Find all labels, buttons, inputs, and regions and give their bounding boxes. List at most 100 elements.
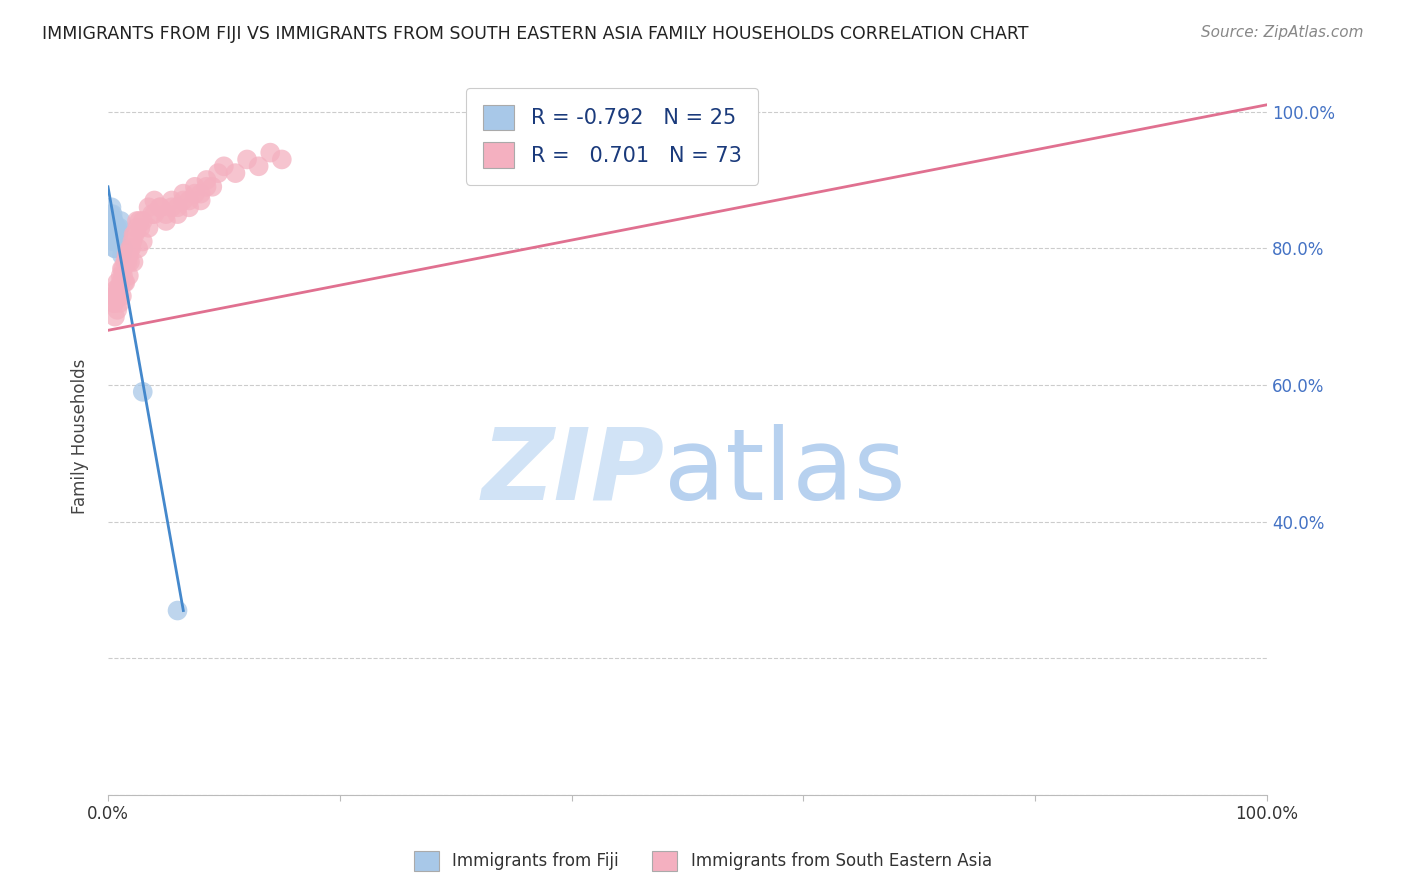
Point — [105, 282, 128, 296]
Point — [104, 310, 127, 324]
Point — [112, 241, 135, 255]
Point — [98, 214, 121, 228]
Point — [125, 214, 148, 228]
Point — [105, 276, 128, 290]
Point — [112, 268, 135, 283]
Point — [207, 166, 229, 180]
Point — [107, 282, 129, 296]
Point — [132, 235, 155, 249]
Point — [101, 227, 124, 242]
Point — [184, 186, 207, 201]
Point — [132, 384, 155, 399]
Point — [127, 241, 149, 255]
Point — [270, 153, 292, 167]
Point — [110, 214, 132, 228]
Point — [117, 255, 139, 269]
Point — [101, 207, 124, 221]
Point — [143, 194, 166, 208]
Point — [114, 255, 136, 269]
Point — [190, 194, 212, 208]
Text: atlas: atlas — [664, 424, 905, 521]
Point — [111, 248, 134, 262]
Point — [179, 194, 201, 208]
Point — [117, 248, 139, 262]
Point — [110, 276, 132, 290]
Point — [103, 296, 125, 310]
Point — [149, 200, 172, 214]
Point — [259, 145, 281, 160]
Legend: Immigrants from Fiji, Immigrants from South Eastern Asia: Immigrants from Fiji, Immigrants from So… — [406, 842, 1000, 880]
Point — [108, 289, 131, 303]
Y-axis label: Family Households: Family Households — [72, 359, 89, 514]
Point — [101, 289, 124, 303]
Point — [128, 214, 150, 228]
Point — [160, 194, 183, 208]
Point — [103, 296, 125, 310]
Point — [104, 241, 127, 255]
Point — [121, 235, 143, 249]
Point — [141, 207, 163, 221]
Point — [166, 603, 188, 617]
Point — [212, 159, 235, 173]
Point — [110, 268, 132, 283]
Point — [111, 289, 134, 303]
Point — [107, 227, 129, 242]
Point — [111, 261, 134, 276]
Point — [247, 159, 270, 173]
Point — [172, 186, 194, 201]
Point — [122, 255, 145, 269]
Point — [98, 227, 121, 242]
Point — [108, 296, 131, 310]
Point — [138, 220, 160, 235]
Point — [114, 255, 136, 269]
Text: Source: ZipAtlas.com: Source: ZipAtlas.com — [1201, 25, 1364, 40]
Point — [155, 207, 177, 221]
Point — [122, 227, 145, 242]
Point — [236, 153, 259, 167]
Legend: R = -0.792   N = 25, R =   0.701   N = 73: R = -0.792 N = 25, R = 0.701 N = 73 — [465, 87, 758, 185]
Point — [118, 268, 141, 283]
Point — [124, 227, 146, 242]
Point — [179, 200, 201, 214]
Point — [118, 248, 141, 262]
Point — [224, 166, 246, 180]
Point — [112, 276, 135, 290]
Point — [100, 220, 122, 235]
Point — [103, 214, 125, 228]
Point — [125, 220, 148, 235]
Point — [195, 173, 218, 187]
Point — [114, 276, 136, 290]
Point — [108, 220, 131, 235]
Point — [115, 248, 138, 262]
Point — [105, 227, 128, 242]
Point — [103, 235, 125, 249]
Point — [166, 207, 188, 221]
Point — [105, 302, 128, 317]
Point — [105, 227, 128, 242]
Point — [100, 220, 122, 235]
Point — [118, 255, 141, 269]
Point — [107, 282, 129, 296]
Point — [104, 289, 127, 303]
Point — [160, 200, 183, 214]
Point — [104, 241, 127, 255]
Point — [166, 200, 188, 214]
Point — [138, 200, 160, 214]
Point — [120, 241, 142, 255]
Point — [98, 207, 121, 221]
Point — [172, 194, 194, 208]
Point — [129, 220, 152, 235]
Point — [195, 179, 218, 194]
Point — [105, 289, 128, 303]
Point — [155, 214, 177, 228]
Point — [132, 214, 155, 228]
Point — [112, 261, 135, 276]
Point — [118, 241, 141, 255]
Text: IMMIGRANTS FROM FIJI VS IMMIGRANTS FROM SOUTH EASTERN ASIA FAMILY HOUSEHOLDS COR: IMMIGRANTS FROM FIJI VS IMMIGRANTS FROM … — [42, 25, 1029, 43]
Point — [149, 200, 172, 214]
Point — [103, 235, 125, 249]
Point — [201, 179, 224, 194]
Point — [143, 207, 166, 221]
Point — [100, 200, 122, 214]
Point — [190, 186, 212, 201]
